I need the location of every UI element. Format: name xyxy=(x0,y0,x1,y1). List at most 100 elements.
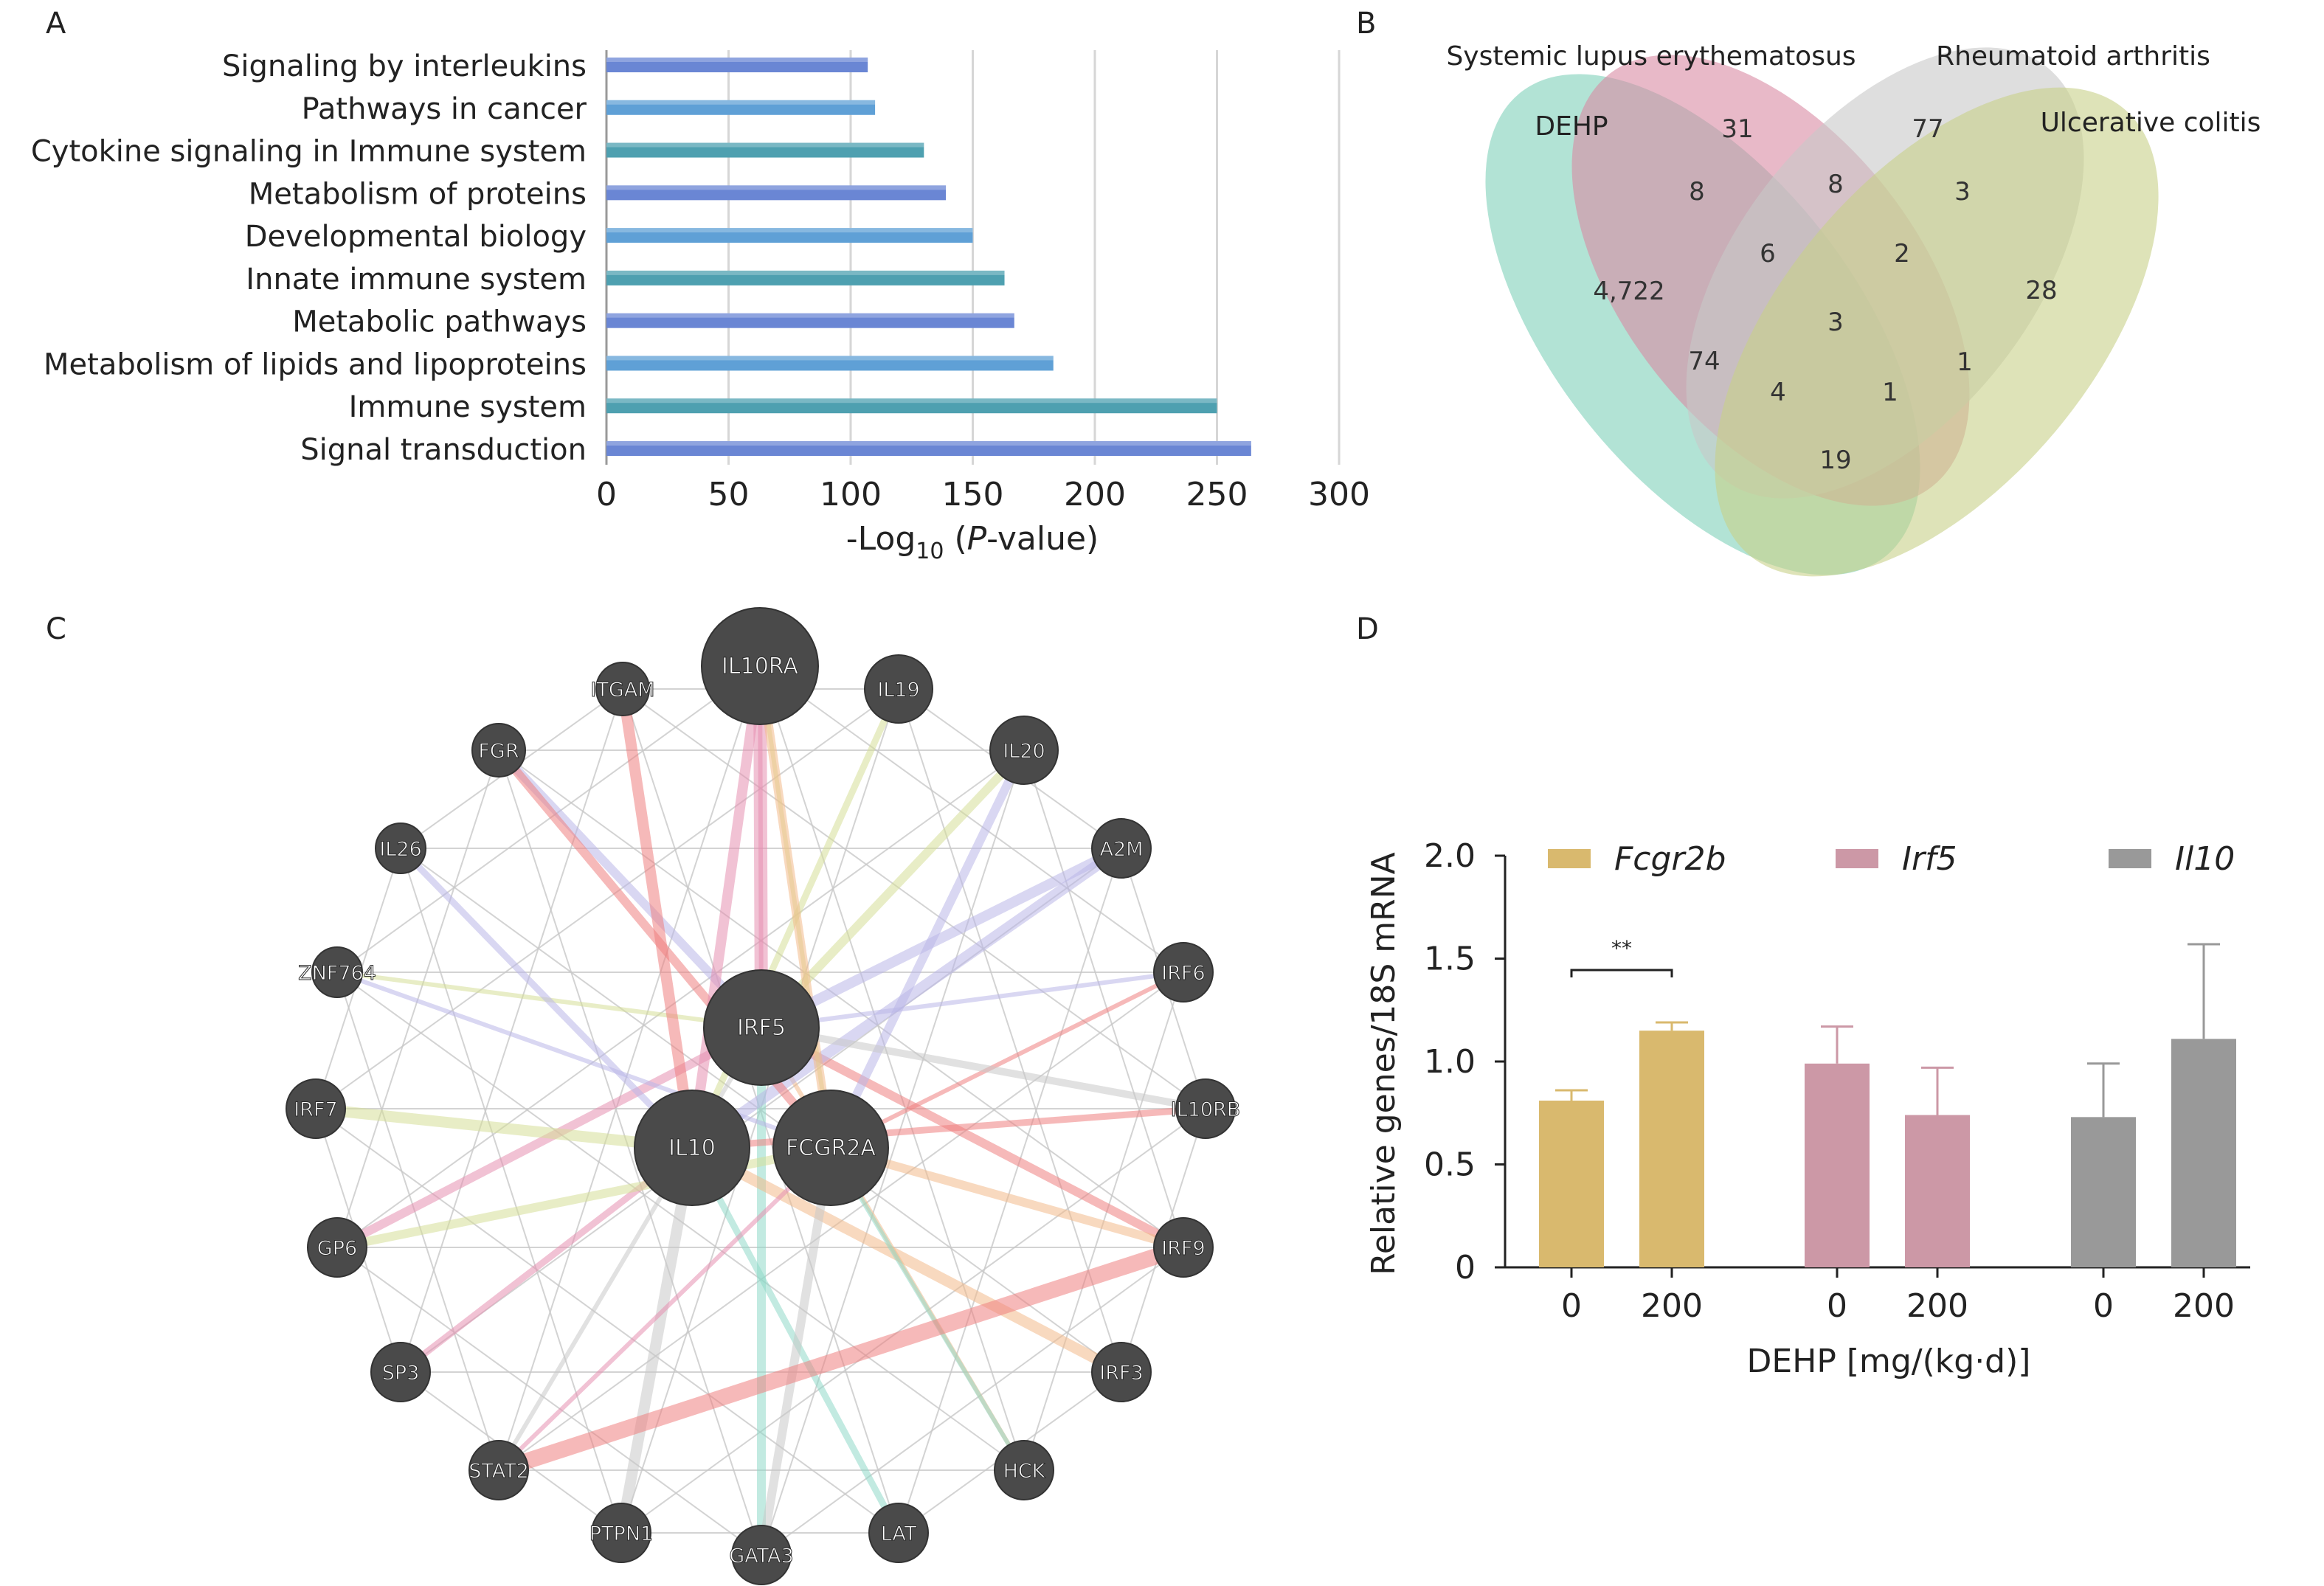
network-edge xyxy=(757,1023,1188,1252)
network-edge xyxy=(761,1247,1184,1556)
network-node-label: GP6 xyxy=(317,1237,357,1260)
x-tick-label: 200 xyxy=(2173,1287,2235,1325)
venn-region-count: 6 xyxy=(1760,239,1776,269)
network-edge xyxy=(315,1108,899,1534)
network-edge xyxy=(333,1143,835,1252)
bar xyxy=(606,58,868,72)
network-edge xyxy=(397,845,696,1152)
network-edge xyxy=(755,662,835,1152)
network-node-label: LAT xyxy=(881,1523,917,1545)
panel-label-a: A xyxy=(46,7,66,41)
x-tick-label: 300 xyxy=(1308,476,1370,513)
legend-label: Irf5 xyxy=(1902,840,1957,878)
network-edge xyxy=(400,688,623,1373)
network-node xyxy=(375,823,426,874)
category-label: Cytokine signaling in Immune system xyxy=(31,135,587,169)
x-tick-label: 0 xyxy=(2093,1287,2114,1325)
network-node xyxy=(634,1090,750,1206)
bar xyxy=(1539,1101,1604,1267)
bar xyxy=(606,100,876,115)
category-label: Metabolism of proteins xyxy=(249,177,587,211)
network-edge xyxy=(400,848,622,1534)
network-node-label: IL10RB xyxy=(1171,1098,1241,1121)
network-edge xyxy=(315,688,899,1109)
network-edge xyxy=(498,749,1184,1248)
x-tick-label: 0 xyxy=(1561,1287,1582,1325)
panel-c-network: IL10RA IL19 IL20 A2M IRF6 IL10RB IRF9 IRF3 HCK LA… xyxy=(286,607,1241,1585)
network-node xyxy=(701,607,819,725)
network-node xyxy=(772,1090,889,1206)
bar xyxy=(1905,1115,1970,1267)
network-node xyxy=(595,662,650,716)
bar xyxy=(606,313,1014,328)
bar xyxy=(1805,1063,1870,1267)
network-node-label: IRF9 xyxy=(1161,1237,1205,1260)
significance-bracket xyxy=(1570,969,1673,977)
bar-highlight xyxy=(606,270,1005,275)
network-edge xyxy=(898,688,1122,1373)
network-node-label: IL10 xyxy=(668,1135,716,1161)
network-node xyxy=(307,1217,367,1278)
network-node xyxy=(311,946,363,998)
legend-swatch xyxy=(2109,849,2151,868)
category-label: Developmental biology xyxy=(245,220,587,254)
category-label: Signal transduction xyxy=(300,433,587,467)
x-tick-label: 0 xyxy=(596,476,617,513)
network-node xyxy=(703,969,820,1086)
network-node xyxy=(468,1440,529,1500)
venn-set-ellipse xyxy=(1715,87,2159,577)
network-node xyxy=(864,654,933,724)
x-tick-label: 200 xyxy=(1064,476,1126,513)
network-edge xyxy=(498,749,762,1556)
venn-set-label: Ulcerative colitis xyxy=(2041,108,2261,138)
venn-region-count: 4,722 xyxy=(1593,277,1664,306)
network-node-label: HCK xyxy=(1003,1460,1046,1483)
y-tick-label: 1.0 xyxy=(1424,1043,1476,1081)
y-tick-label: 2.0 xyxy=(1424,837,1476,875)
network-node xyxy=(471,723,526,778)
network-node xyxy=(591,1503,651,1563)
venn-region-count: 3 xyxy=(1827,308,1844,337)
y-tick-label: 0.5 xyxy=(1424,1146,1476,1184)
network-edge xyxy=(898,848,1122,1534)
bar xyxy=(606,398,1217,414)
network-node-label: ITGAM xyxy=(590,679,654,702)
network-node xyxy=(370,1342,431,1402)
category-label: Signaling by interleukins xyxy=(222,49,587,83)
bar xyxy=(2071,1117,2136,1267)
network-edge xyxy=(687,661,765,1153)
venn-region-count: 8 xyxy=(1827,170,1844,199)
x-tick-label: 150 xyxy=(942,476,1004,513)
venn-region-count: 28 xyxy=(2025,276,2057,305)
x-tick-label: 250 xyxy=(1186,476,1248,513)
bar-highlight xyxy=(606,185,947,190)
x-tick-label: 200 xyxy=(1641,1287,1703,1325)
panel-b-venn-diagram: DEHP Systemic lupus erythematosus Rheumato… xyxy=(1446,41,2261,577)
venn-region-count: 74 xyxy=(1688,347,1720,376)
panel-d-x-axis-title: DEHP [mg/(kg·d)] xyxy=(1747,1343,2031,1380)
network-edge xyxy=(498,665,761,1471)
x-axis-title-subscript: 10 xyxy=(916,539,944,564)
network-node-label: IL26 xyxy=(379,838,421,861)
category-label: Immune system xyxy=(349,390,587,424)
network-node-label: IRF6 xyxy=(1161,962,1205,985)
network-edge xyxy=(756,843,1127,1033)
bar-highlight xyxy=(606,100,876,105)
network-edge xyxy=(686,1142,1127,1378)
network-edge xyxy=(759,665,1025,1471)
panel-a-bar-chart: -Log10 (P-value) 0 50 100 150 200 250 300 Signa… xyxy=(31,49,1370,564)
legend-swatch xyxy=(1548,849,1591,868)
venn-set-label: DEHP xyxy=(1535,111,1608,142)
venn-region-count: 8 xyxy=(1689,177,1705,207)
network-node xyxy=(994,1440,1054,1500)
network-node-label: GATA3 xyxy=(729,1545,793,1568)
panel-a-x-axis-title: -Log10 (P-value) xyxy=(846,520,1099,564)
network-node xyxy=(1091,818,1152,879)
network-node-label: A2M xyxy=(1100,838,1144,861)
network-edge xyxy=(336,749,1025,1248)
network-node-label: IL19 xyxy=(877,679,919,702)
network-node-label: STAT2 xyxy=(468,1460,529,1483)
x-axis-title-log: -Log xyxy=(846,520,916,558)
x-tick-label: 100 xyxy=(820,476,882,513)
network-node-label: FCGR2A xyxy=(786,1135,876,1161)
